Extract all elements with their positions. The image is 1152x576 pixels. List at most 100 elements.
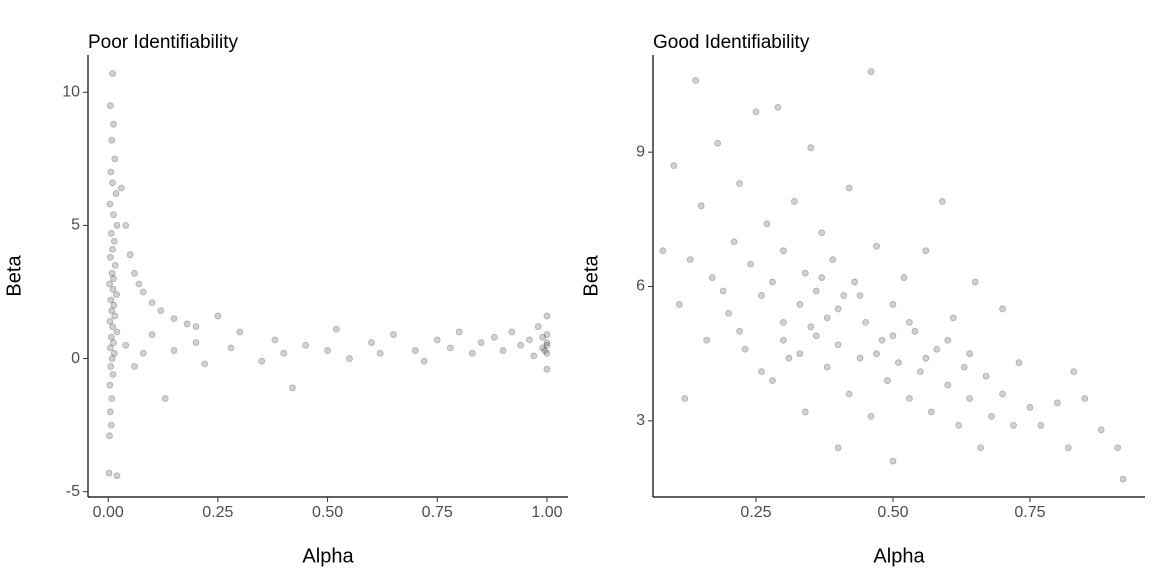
point: [107, 421, 115, 429]
point: [108, 307, 116, 315]
point: [108, 355, 116, 362]
point: [823, 363, 831, 371]
point: [686, 256, 694, 264]
point: [906, 318, 913, 326]
point: [490, 333, 498, 341]
point: [541, 347, 549, 354]
point: [139, 349, 147, 357]
point: [779, 336, 787, 344]
point: [763, 220, 771, 228]
point: [109, 371, 117, 378]
point: [517, 341, 525, 349]
point: [812, 332, 820, 340]
point: [889, 301, 897, 308]
point: [845, 184, 853, 192]
point: [106, 408, 114, 416]
point: [790, 198, 798, 205]
point: [867, 68, 875, 75]
point: [543, 331, 551, 338]
y-tick-label: -5: [66, 483, 80, 500]
point: [851, 278, 859, 286]
point: [109, 245, 116, 253]
point: [117, 184, 125, 192]
point: [508, 328, 516, 336]
point: [107, 363, 115, 370]
point: [113, 222, 121, 229]
point: [900, 274, 908, 281]
point: [126, 251, 134, 259]
point: [447, 344, 454, 352]
point: [1026, 404, 1034, 411]
point: [916, 368, 924, 376]
point: [110, 339, 117, 346]
point: [543, 365, 551, 373]
x-axis-title: Alpha: [873, 545, 925, 567]
point: [675, 301, 683, 308]
point: [108, 136, 116, 144]
point: [812, 287, 820, 295]
point: [113, 472, 121, 480]
point: [1064, 444, 1072, 452]
point: [807, 323, 815, 331]
point: [227, 344, 235, 352]
x-tick-label: 0.50: [877, 504, 908, 521]
point: [736, 327, 743, 335]
point: [862, 318, 869, 326]
point: [933, 345, 941, 353]
points: [659, 68, 1127, 483]
point: [944, 381, 952, 389]
points: [105, 70, 551, 480]
point: [955, 421, 963, 429]
point: [922, 247, 930, 255]
point: [111, 312, 119, 320]
point: [801, 408, 809, 416]
point: [455, 328, 463, 336]
x-tick-label: 0.50: [312, 504, 343, 521]
point: [999, 390, 1006, 398]
point: [708, 274, 716, 281]
point: [779, 247, 787, 255]
point: [867, 412, 875, 420]
point: [302, 341, 310, 349]
point: [201, 360, 209, 368]
point: [105, 469, 113, 477]
point: [1081, 395, 1089, 402]
point: [1010, 421, 1017, 429]
point: [807, 144, 815, 152]
y-tick-label: 6: [636, 278, 645, 295]
point: [543, 312, 551, 320]
point: [106, 200, 114, 208]
point: [539, 344, 546, 352]
x-tick-label: 0.75: [422, 504, 453, 521]
point: [411, 347, 419, 354]
point: [106, 253, 114, 261]
point: [346, 355, 353, 362]
x-tick-label: 1.00: [531, 504, 562, 521]
point: [703, 336, 711, 344]
point: [725, 309, 733, 317]
x-axis-title: Alpha: [302, 545, 354, 567]
point: [949, 314, 957, 322]
point: [109, 285, 117, 293]
point: [719, 287, 727, 295]
point: [106, 432, 113, 440]
y-tick-label: 0: [71, 350, 80, 367]
point: [927, 408, 935, 416]
point: [785, 354, 793, 362]
x-tick-label: 0.25: [202, 504, 233, 521]
point: [988, 412, 995, 420]
point: [106, 381, 114, 389]
point: [258, 357, 266, 365]
point: [236, 328, 244, 336]
point: [111, 261, 119, 269]
point: [214, 312, 222, 320]
point: [758, 368, 765, 376]
point: [911, 327, 919, 335]
y-tick-label: 3: [636, 412, 645, 429]
point: [131, 363, 138, 370]
x-tick-label: 0.75: [1014, 504, 1045, 521]
point: [856, 292, 864, 299]
point: [543, 349, 551, 357]
point: [109, 323, 116, 330]
point: [834, 305, 842, 313]
